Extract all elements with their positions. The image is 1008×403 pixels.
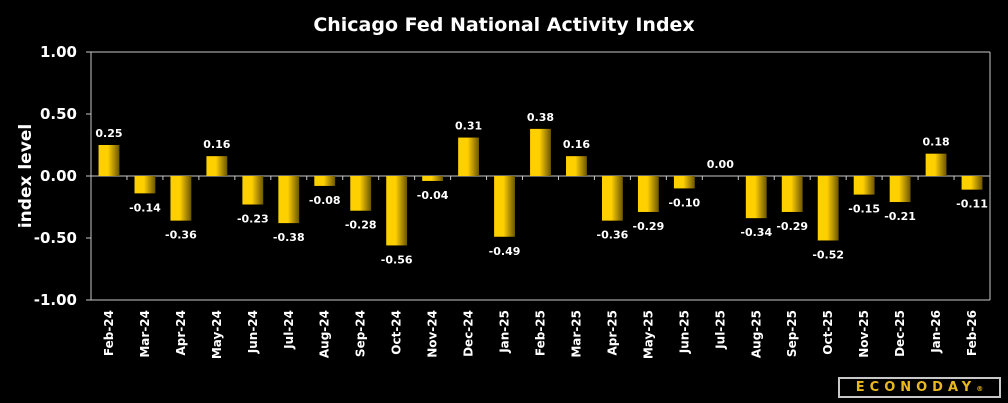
data-label: 0.38 bbox=[527, 111, 554, 124]
data-label: 0.18 bbox=[922, 136, 949, 149]
x-tick-label: Jan-26 bbox=[929, 310, 943, 354]
bar bbox=[134, 176, 156, 194]
bar bbox=[278, 176, 300, 224]
bar bbox=[386, 176, 408, 246]
data-label: -0.23 bbox=[237, 213, 269, 226]
x-tick-label: Oct-25 bbox=[821, 310, 835, 355]
bar bbox=[673, 176, 695, 189]
x-tick-label: Jun-24 bbox=[246, 310, 260, 354]
bar bbox=[530, 128, 551, 176]
bar bbox=[781, 176, 803, 212]
bar bbox=[889, 176, 911, 203]
bar bbox=[566, 156, 587, 176]
data-label: -0.21 bbox=[884, 210, 916, 223]
y-tick-label: -0.50 bbox=[34, 229, 77, 247]
logo-text: ECONODAY bbox=[855, 380, 977, 395]
chart-title: Chicago Fed National Activity Index bbox=[313, 14, 694, 36]
data-label: -0.36 bbox=[597, 229, 629, 242]
data-label: 0.25 bbox=[95, 127, 122, 140]
data-label: -0.49 bbox=[489, 245, 521, 258]
data-label: -0.15 bbox=[848, 203, 880, 216]
bar bbox=[170, 176, 192, 221]
x-tick-label: Apr-25 bbox=[605, 310, 619, 355]
x-tick-label: May-24 bbox=[210, 310, 224, 359]
bar bbox=[98, 145, 120, 176]
x-tick-label: Dec-25 bbox=[893, 310, 907, 357]
x-tick-label: Apr-24 bbox=[174, 310, 188, 355]
data-label: -0.14 bbox=[129, 201, 161, 214]
bar bbox=[422, 176, 444, 181]
x-tick-label: Feb-25 bbox=[534, 310, 548, 356]
data-label: 0.31 bbox=[455, 120, 482, 133]
x-tick-label: Feb-26 bbox=[965, 310, 979, 356]
x-tick-label: Feb-24 bbox=[102, 310, 116, 356]
y-ticks: 1.00 0.50 0.00 -0.50 -1.00 bbox=[34, 43, 91, 309]
x-tick-label: Oct-24 bbox=[390, 310, 404, 355]
data-labels: 0.25 -0.14 -0.36 0.16 -0.23 -0.38 -0.08 -0.28 -0… bbox=[95, 111, 987, 267]
data-label: -0.38 bbox=[273, 231, 305, 244]
x-tick-label: Jul-24 bbox=[282, 310, 296, 350]
registered-mark: ® bbox=[976, 385, 984, 393]
x-tick-label: Nov-25 bbox=[857, 310, 871, 358]
data-label: -0.29 bbox=[633, 220, 665, 233]
x-ticks: Feb-24 Mar-24 Apr-24 May-24 Jun-24 Jul-24 Aug-… bbox=[102, 310, 979, 359]
data-label: -0.10 bbox=[668, 196, 700, 209]
x-tick-label: Nov-24 bbox=[426, 310, 440, 358]
data-label: -0.11 bbox=[956, 198, 988, 211]
data-label: 0.00 bbox=[707, 158, 734, 171]
bar bbox=[242, 176, 264, 205]
x-tick-label: Aug-25 bbox=[749, 310, 763, 358]
bar bbox=[494, 176, 515, 237]
y-tick-label: 0.50 bbox=[40, 105, 77, 123]
data-label: -0.04 bbox=[417, 189, 449, 202]
bars bbox=[98, 128, 983, 246]
x-tick-label: Sep-24 bbox=[354, 310, 368, 357]
bar bbox=[458, 137, 480, 176]
y-axis-label: index level bbox=[16, 124, 36, 228]
data-label: -0.56 bbox=[381, 253, 413, 266]
bar bbox=[350, 176, 372, 211]
x-tick-label: Mar-25 bbox=[569, 310, 583, 358]
y-tick-label: 1.00 bbox=[40, 43, 77, 61]
x-tick-label: May-25 bbox=[641, 310, 655, 359]
data-label: -0.52 bbox=[812, 248, 844, 261]
bar bbox=[637, 176, 659, 212]
data-label: -0.34 bbox=[740, 226, 772, 239]
bar bbox=[961, 176, 983, 190]
bar bbox=[601, 176, 623, 221]
econoday-logo: ECONODAY® bbox=[838, 377, 1001, 398]
data-label: 0.16 bbox=[563, 138, 590, 151]
data-label: -0.36 bbox=[165, 229, 197, 242]
data-label: -0.29 bbox=[776, 220, 808, 233]
bar bbox=[206, 156, 228, 176]
bar bbox=[745, 176, 767, 219]
x-tick-label: Sep-25 bbox=[785, 310, 799, 357]
data-label: -0.08 bbox=[309, 194, 341, 207]
bar bbox=[925, 153, 947, 176]
x-tick-label: Jun-25 bbox=[677, 310, 691, 354]
x-tick-label: Mar-24 bbox=[138, 310, 152, 358]
x-tick-label: Aug-24 bbox=[318, 310, 332, 358]
bar bbox=[817, 176, 839, 241]
data-label: 0.16 bbox=[203, 138, 230, 151]
y-tick-label: 0.00 bbox=[40, 167, 77, 185]
y-tick-label: -1.00 bbox=[34, 291, 77, 309]
bar bbox=[314, 176, 336, 186]
x-tick-label: Jan-25 bbox=[498, 310, 512, 354]
data-label: -0.28 bbox=[345, 219, 377, 232]
x-tick-label: Jul-25 bbox=[713, 310, 727, 350]
bar bbox=[853, 176, 875, 195]
x-tick-label: Dec-24 bbox=[462, 310, 476, 357]
